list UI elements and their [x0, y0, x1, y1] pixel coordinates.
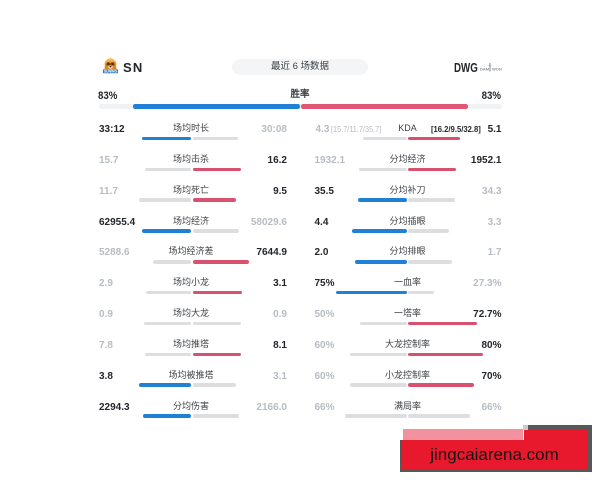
svg-text:SUNING: SUNING [103, 70, 117, 74]
svg-text:WON: WON [492, 67, 502, 72]
svg-text:DAM: DAM [480, 67, 490, 72]
